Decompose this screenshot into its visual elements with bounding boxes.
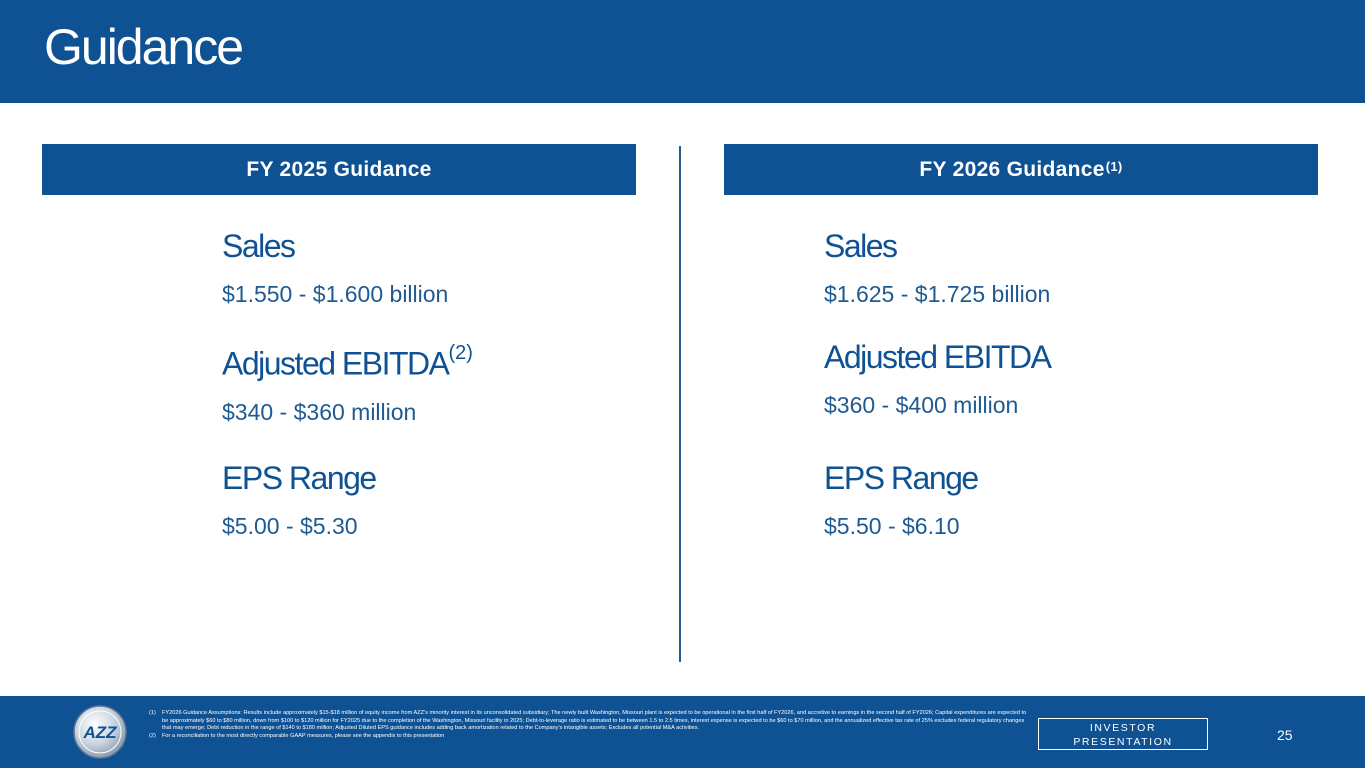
fy2025-sales: Sales $1.550 - $1.600 billion <box>222 228 448 308</box>
footnote-2-number: (2) <box>149 732 156 739</box>
investor-label-line2: PRESENTATION <box>1073 736 1173 748</box>
fy2025-ebitda-label: Adjusted EBITDA <box>222 345 450 382</box>
fy2026-eps-value: $5.50 - $6.10 <box>824 513 960 539</box>
fy2026-header-footnote-marker: (1) <box>1105 159 1123 174</box>
footnote-2: (2) For a reconciliation to the most dir… <box>149 733 1029 741</box>
fy2025-ebitda-footnote-marker: (2) <box>448 342 473 364</box>
fy2025-ebitda: Adjusted EBITDA(2) $340 - $360 million <box>222 339 473 426</box>
footer-bar <box>0 696 1365 768</box>
fy2025-ebitda-label-wrap: Adjusted EBITDA(2) <box>222 339 473 382</box>
fy2026-ebitda-value: $360 - $400 million <box>824 392 1019 418</box>
page-number: 25 <box>1277 727 1293 743</box>
fy2026-ebitda: Adjusted EBITDA $360 - $400 million <box>824 339 1052 419</box>
fy2025-header-text: FY 2025 Guidance <box>246 157 432 181</box>
fy2026-eps: EPS Range $5.50 - $6.10 <box>824 460 979 540</box>
fy2026-ebitda-label: Adjusted EBITDA <box>824 339 1052 375</box>
fy2026-sales-label: Sales <box>824 228 898 264</box>
fy2025-ebitda-value: $340 - $360 million <box>222 398 417 425</box>
footnote-1-text: FY2026 Guidance Assumptions: Results inc… <box>162 710 1027 732</box>
fy2025-header: FY 2025 Guidance <box>42 144 636 195</box>
page-title: Guidance <box>44 19 244 75</box>
investor-presentation-badge: INVESTOR PRESENTATION <box>1038 718 1208 750</box>
footnotes: (1) FY2026 Guidance Assumptions: Results… <box>149 710 1029 740</box>
fy2025-eps: EPS Range $5.00 - $5.30 <box>222 460 377 540</box>
investor-label-line1: INVESTOR <box>1089 722 1157 734</box>
fy2025-eps-label: EPS Range <box>222 460 377 496</box>
title-bar: Guidance <box>0 0 1365 103</box>
footnote-1: (1) FY2026 Guidance Assumptions: Results… <box>149 710 1029 733</box>
fy2025-eps-value: $5.00 - $5.30 <box>222 513 358 539</box>
fy2025-sales-label: Sales <box>222 228 296 264</box>
fy2026-header-text: FY 2026 Guidance <box>919 157 1105 181</box>
fy2025-sales-value: $1.550 - $1.600 billion <box>222 281 449 307</box>
azz-logo-icon: AZZ <box>73 705 127 759</box>
fy2026-header: FY 2026 Guidance (1) <box>724 144 1318 195</box>
footnote-1-number: (1) <box>149 710 156 716</box>
logo-text: AZZ <box>82 723 117 742</box>
footnote-2-text: For a reconciliation to the most directl… <box>162 732 445 739</box>
column-divider <box>679 146 681 662</box>
fy2026-sales-value: $1.625 - $1.725 billion <box>824 281 1051 307</box>
fy2026-sales: Sales $1.625 - $1.725 billion <box>824 228 1050 308</box>
fy2026-eps-label: EPS Range <box>824 460 979 496</box>
